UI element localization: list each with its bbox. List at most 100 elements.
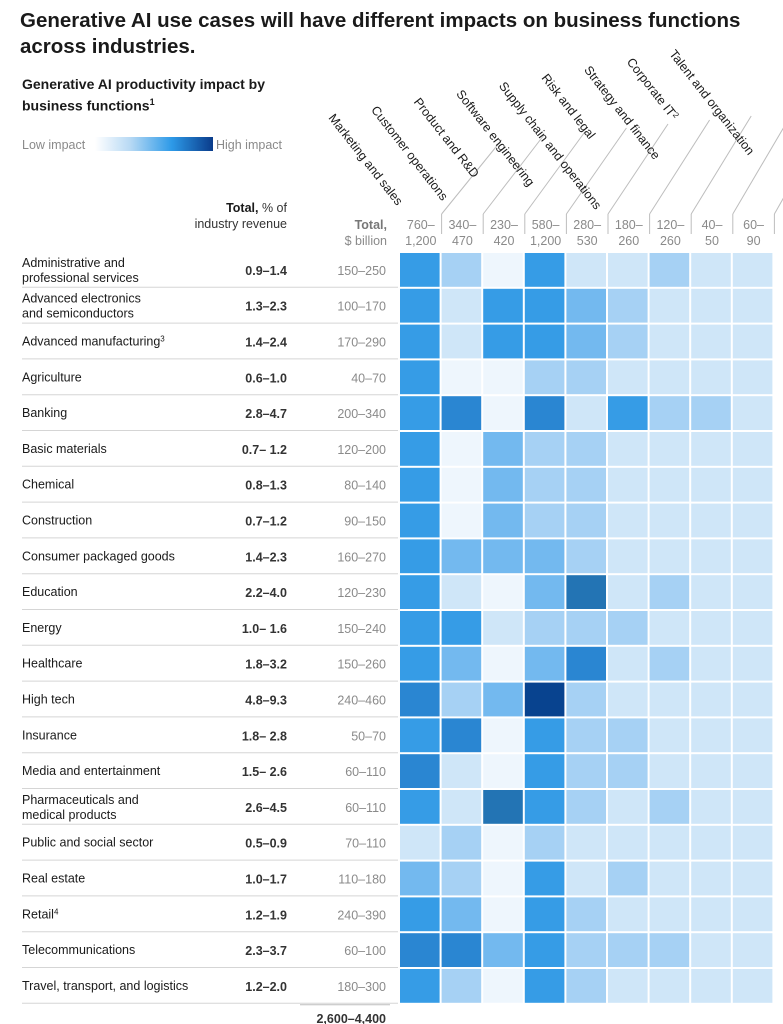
heatmap-cell: [524, 754, 565, 788]
heatmap-cell: [524, 396, 565, 430]
industry-label: Agriculture: [22, 370, 82, 384]
heatmap-cell: [524, 253, 565, 287]
heatmap-cell: [524, 432, 565, 466]
heatmap-cell: [566, 611, 606, 645]
industry-total-percent: 0.7–1.2: [245, 515, 287, 529]
subtitle-text: Generative AI productivity impact by bus…: [22, 76, 265, 114]
column-leader-line: [690, 115, 752, 215]
heatmap-cell: [400, 360, 440, 395]
total-percent-header: Total, % of industry revenue: [190, 200, 287, 232]
heatmap-cell: [608, 432, 648, 466]
heatmap-cell: [441, 396, 482, 430]
heatmap-cell: [441, 861, 482, 896]
heatmap-cell: [732, 360, 773, 395]
heatmap-cell: [732, 467, 773, 502]
heatmap-cell: [608, 969, 648, 1003]
column-total-bottom: 260: [660, 234, 681, 248]
industry-total-billion: 60–110: [345, 801, 386, 815]
industry-label: Telecommunications: [22, 943, 135, 957]
heatmap-cell: [483, 360, 523, 395]
industry-total-billion: 180–300: [337, 980, 386, 994]
heatmap-cell: [566, 825, 606, 860]
legend-low-label: Low impact: [22, 138, 86, 152]
heatmap-cell: [649, 432, 690, 466]
industry-total-billion: 170–290: [337, 336, 386, 350]
heatmap-cell: [400, 467, 440, 502]
industry-total-billion: 240–390: [337, 908, 386, 922]
heatmap-cell: [649, 360, 690, 395]
heatmap-cell: [649, 933, 690, 967]
industry-total-percent: 1.4–2.3: [245, 550, 287, 564]
heatmap-cell: [691, 611, 731, 645]
heatmap-cell: [441, 897, 482, 932]
heatmap-cell: [608, 539, 648, 574]
total-percent-header-bold: Total,: [226, 201, 259, 215]
industry-total-billion: 60–110: [345, 765, 386, 779]
heatmap-cell: [400, 861, 440, 896]
industry-label: Consumer packaged goods: [22, 549, 175, 563]
grand-total: 2,600–4,400: [316, 1012, 386, 1024]
industry-total-billion: 120–230: [337, 586, 386, 600]
heatmap-cell: [441, 682, 482, 717]
heatmap-cell: [524, 503, 565, 538]
heatmap-cell: [649, 969, 690, 1003]
heatmap-cell: [608, 933, 648, 967]
column-total-top: 120–: [656, 218, 684, 232]
industry-total-percent: 2.8–4.7: [245, 407, 287, 421]
heatmap-cell: [441, 933, 482, 967]
industry-total-billion: 150–260: [337, 658, 386, 672]
heatmap-cell: [691, 432, 731, 466]
heatmap-cell: [483, 253, 523, 287]
column-total-bottom: 1,200: [530, 234, 561, 248]
heatmap-cell: [566, 396, 606, 430]
heatmap-cell: [566, 288, 606, 323]
column-label: Corporate IT2: [624, 55, 682, 123]
heatmap-cell: [483, 682, 523, 717]
heatmap-cell: [483, 539, 523, 574]
column-leader-line: [607, 123, 669, 215]
heatmap-cell: [608, 825, 648, 860]
heatmap-cell: [524, 324, 565, 359]
legend-gradient-bar: [95, 137, 213, 151]
heatmap-cell: [608, 467, 648, 502]
heatmap-cell: [566, 897, 606, 932]
heatmap-cell: [649, 825, 690, 860]
industry-total-billion: 240–460: [337, 694, 386, 708]
heatmap-cell: [566, 360, 606, 395]
industry-label: Advanced manufacturing3: [22, 334, 165, 349]
heatmap-cell: [400, 825, 440, 860]
heatmap-cell: [400, 969, 440, 1003]
column-total-top: 340–: [448, 218, 476, 232]
column-label-footnote: 2: [671, 110, 681, 119]
heatmap-cell: [732, 825, 773, 860]
heatmap-cell: [566, 861, 606, 896]
industry-label-line2: and semiconductors: [22, 307, 134, 321]
heatmap-cell: [400, 611, 440, 645]
heatmap-cell: [441, 467, 482, 502]
heatmap-cell: [691, 754, 731, 788]
industry-total-percent: 1.4–2.4: [245, 336, 287, 350]
industry-label: Insurance: [22, 728, 77, 742]
heatmap-cell: [608, 288, 648, 323]
industry-total-percent: 0.9–1.4: [245, 264, 287, 278]
heatmap-cell: [732, 933, 773, 967]
heatmap-cell: [524, 360, 565, 395]
heatmap-cell: [649, 288, 690, 323]
column-leader-line: [482, 135, 544, 215]
heatmap-cell: [608, 324, 648, 359]
column-total-top: 760–: [407, 218, 435, 232]
heatmap-cell: [732, 575, 773, 609]
heatmap-cell: [524, 969, 565, 1003]
industry-label: Travel, transport, and logistics: [22, 979, 188, 993]
heatmap-cell: [400, 682, 440, 717]
heatmap-cell: [400, 790, 440, 824]
heatmap-cell: [400, 933, 440, 967]
heatmap-cell: [649, 646, 690, 681]
column-leader-line: [773, 197, 783, 215]
industry-label: Public and social sector: [22, 836, 153, 850]
heatmap-cell: [649, 611, 690, 645]
industry-label: Banking: [22, 406, 67, 420]
heatmap-cell: [732, 969, 773, 1003]
heatmap-cell: [649, 503, 690, 538]
